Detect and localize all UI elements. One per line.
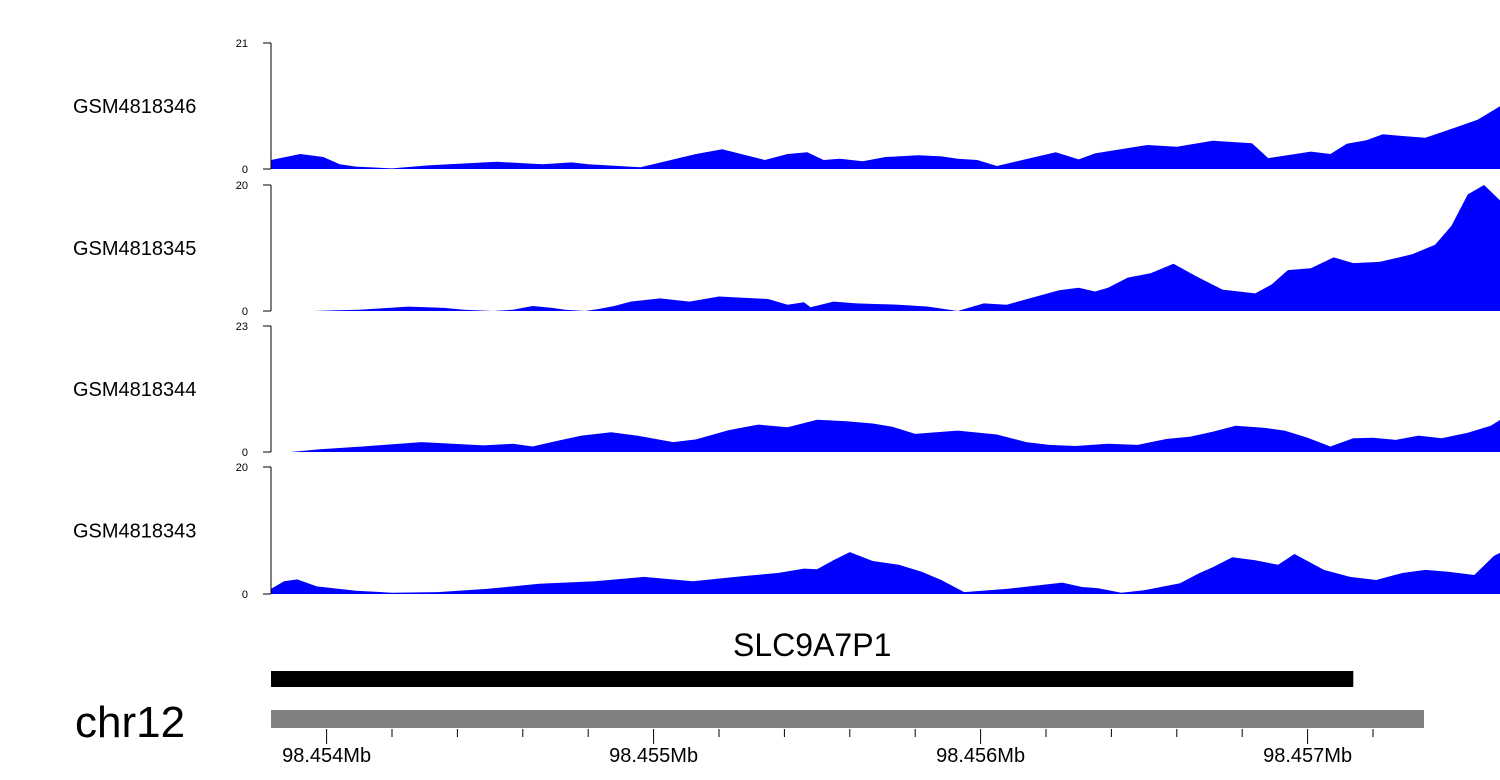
track-label: GSM4818345 bbox=[73, 238, 196, 260]
track-label: GSM4818343 bbox=[73, 521, 196, 543]
coverage-area bbox=[290, 419, 1500, 452]
track-GSM4818345: 20 0 GSM4818345 bbox=[73, 180, 1500, 318]
x-tick-label: 98.455Mb bbox=[609, 745, 698, 767]
y-tick-label: 0 bbox=[242, 164, 248, 176]
track-label: GSM4818344 bbox=[73, 379, 196, 401]
y-tick-label: 20 bbox=[236, 180, 248, 192]
track-GSM4818346: 21 0 GSM4818346 bbox=[73, 38, 1500, 176]
x-axis-ticks: 98.454Mb 98.455Mb 98.456Mb 98.457Mb bbox=[282, 729, 1374, 767]
y-tick-label: 20 bbox=[236, 462, 248, 474]
chromosome-label: chr12 bbox=[75, 698, 185, 747]
gene-bar bbox=[271, 671, 1354, 687]
genome-axis-track: chr12 98.454Mb 98.455Mb 98.456Mb 98.457Mb bbox=[75, 698, 1424, 767]
y-tick-label: 23 bbox=[236, 321, 248, 333]
coverage-area bbox=[271, 552, 1500, 594]
y-tick-label: 0 bbox=[242, 589, 248, 601]
y-tick-label: 0 bbox=[242, 447, 248, 459]
x-tick-label: 98.454Mb bbox=[282, 745, 371, 767]
coverage-area bbox=[271, 106, 1500, 169]
coverage-tracks: 210GSM4818346200GSM4818345230GSM48183442… bbox=[73, 38, 1500, 601]
coverage-area bbox=[313, 185, 1500, 311]
chromosome-bar bbox=[271, 710, 1424, 728]
track-label: GSM4818346 bbox=[73, 96, 196, 118]
track-GSM4818344: 23 0 GSM4818344 bbox=[73, 321, 1500, 459]
gene-track: SLC9A7P1 bbox=[271, 627, 1354, 687]
x-tick-label: 98.457Mb bbox=[1263, 745, 1352, 767]
gene-label: SLC9A7P1 bbox=[733, 627, 891, 663]
track-GSM4818343: 20 0 GSM4818343 bbox=[73, 462, 1500, 601]
x-tick-label: 98.456Mb bbox=[936, 745, 1025, 767]
y-tick-label: 21 bbox=[236, 38, 248, 50]
y-tick-label: 0 bbox=[242, 306, 248, 318]
